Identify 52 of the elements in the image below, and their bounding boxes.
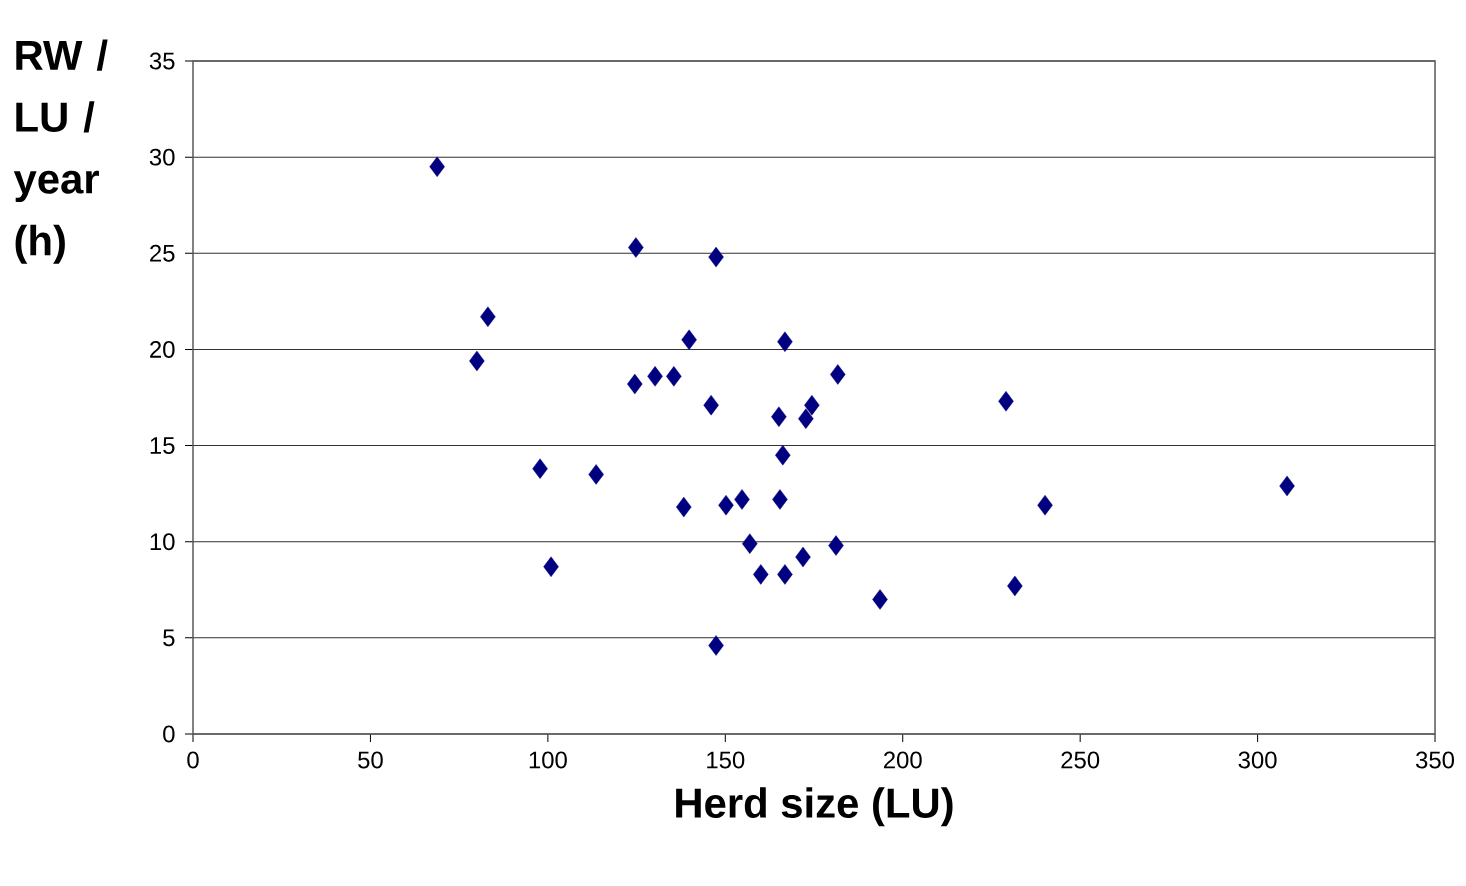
y-tick-label: 5 bbox=[163, 629, 175, 647]
point bbox=[775, 444, 791, 466]
point bbox=[681, 329, 697, 350]
point bbox=[480, 306, 496, 327]
point bbox=[628, 237, 644, 258]
point bbox=[795, 546, 811, 568]
point bbox=[777, 564, 793, 585]
point bbox=[676, 496, 692, 518]
y-tick-label: 30 bbox=[149, 148, 175, 166]
point bbox=[734, 489, 750, 510]
point bbox=[469, 350, 485, 372]
point bbox=[753, 564, 769, 585]
point bbox=[742, 533, 758, 554]
point bbox=[532, 458, 548, 479]
point bbox=[627, 373, 643, 395]
point bbox=[771, 406, 787, 427]
x-tick-label: 50 bbox=[358, 751, 383, 769]
point bbox=[1279, 475, 1295, 497]
x-tick-label: 300 bbox=[1238, 751, 1277, 769]
point bbox=[1007, 575, 1023, 597]
x-tick-label: 200 bbox=[883, 751, 922, 769]
point bbox=[429, 156, 445, 177]
y-axis-title: RW / LU / year (h) bbox=[13, 39, 108, 264]
x-tick-label: 150 bbox=[707, 751, 745, 769]
y-tick-label: 15 bbox=[150, 437, 175, 454]
point bbox=[772, 489, 788, 510]
x-axis-title: Herd size (LU) bbox=[676, 787, 953, 827]
point bbox=[998, 391, 1014, 412]
y-tick-label: 0 bbox=[163, 725, 175, 743]
point bbox=[718, 494, 734, 516]
point bbox=[830, 364, 846, 385]
x-tick-label: 100 bbox=[529, 751, 567, 769]
point bbox=[798, 408, 814, 429]
point bbox=[828, 535, 844, 556]
point bbox=[543, 556, 559, 577]
y-tick-label: 25 bbox=[150, 244, 175, 262]
point bbox=[708, 246, 724, 268]
x-tick-label: 250 bbox=[1061, 751, 1100, 769]
point bbox=[708, 635, 724, 656]
x-tick-label: 350 bbox=[1415, 751, 1455, 769]
x-tick-label: 0 bbox=[187, 751, 199, 769]
y-tick-label: 35 bbox=[149, 52, 175, 70]
point bbox=[703, 394, 719, 416]
y-tick-label: 10 bbox=[150, 533, 175, 551]
point bbox=[666, 366, 682, 387]
y-tick-label: 20 bbox=[150, 340, 175, 358]
point bbox=[588, 464, 604, 485]
point bbox=[777, 331, 793, 352]
point bbox=[804, 394, 820, 416]
point bbox=[1037, 494, 1053, 516]
point bbox=[647, 366, 663, 387]
point bbox=[872, 589, 888, 610]
